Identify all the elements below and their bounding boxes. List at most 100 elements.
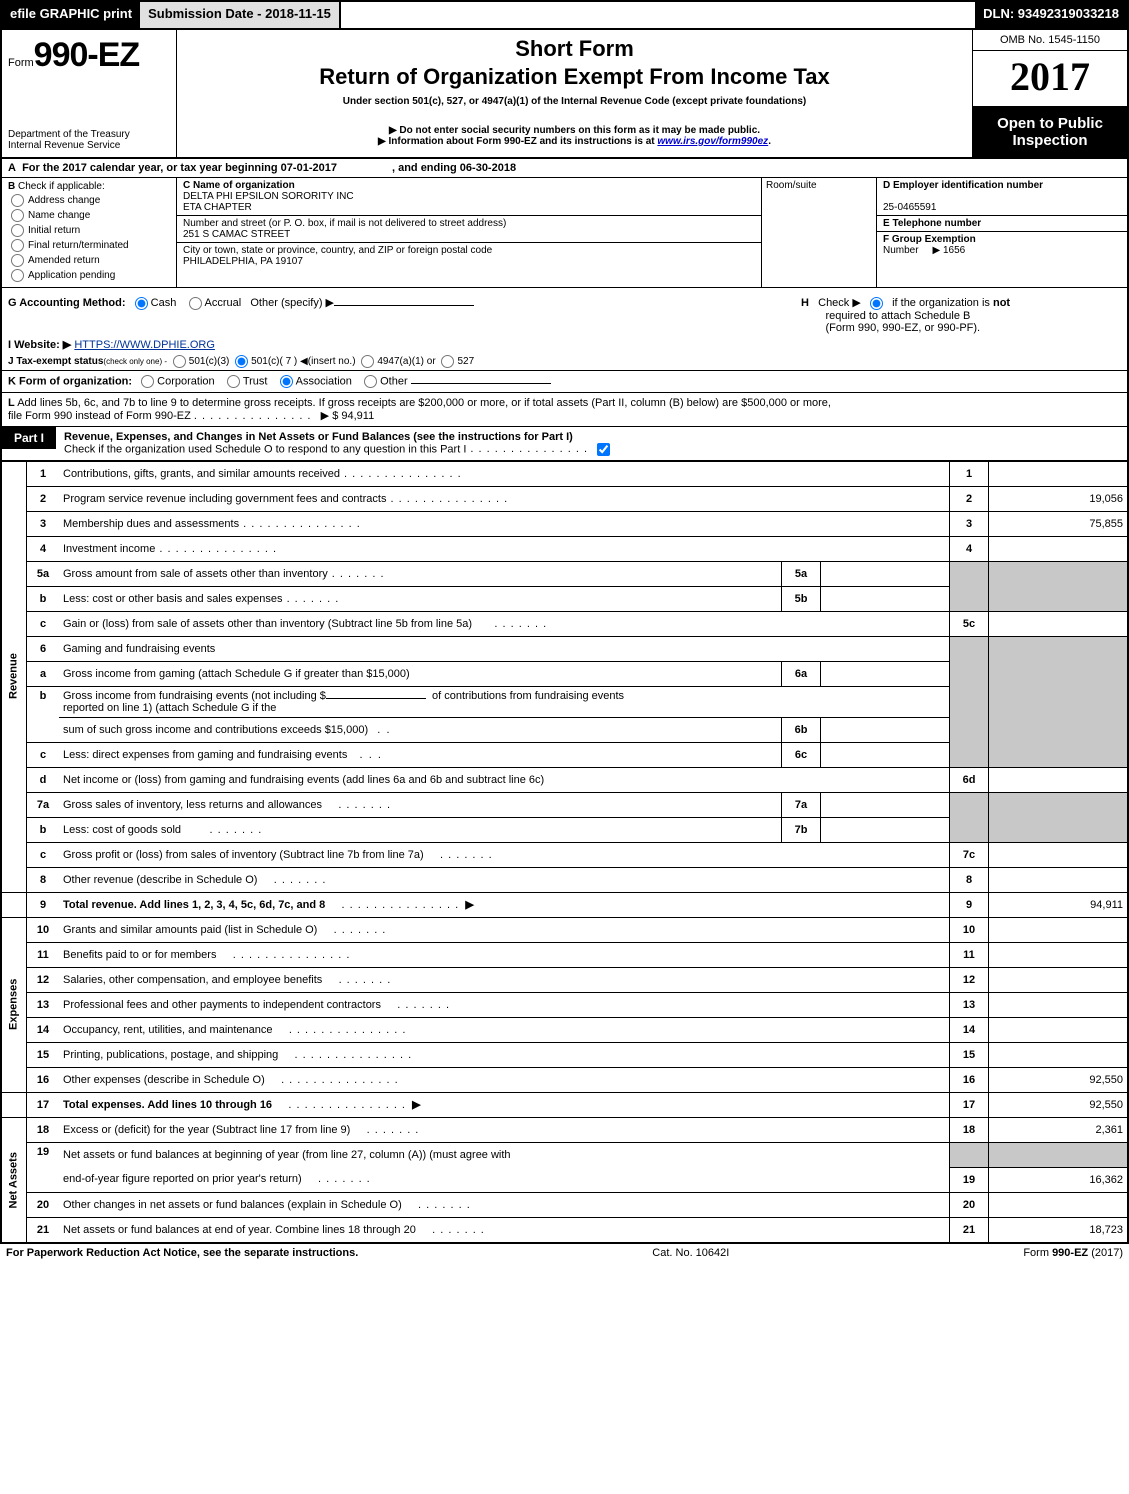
ln-6b: b [27,686,60,742]
opt-application-pending[interactable]: Application pending [8,269,170,282]
l17-text: Total expenses. Add lines 10 through 16 … [59,1092,950,1117]
radio-application-pending[interactable] [11,269,24,282]
ln-21: 21 [27,1217,60,1243]
l5a-sv [821,561,950,586]
info-about-text: ▶ Information about Form 990-EZ and its … [378,136,657,147]
table-row: 6 Gaming and fundraising events [1,636,1128,661]
grey-5 [950,561,989,611]
p1-dots [466,443,588,455]
l-dots [194,410,312,422]
opt-initial-return[interactable]: Initial return [8,224,170,237]
l16-text: Other expenses (describe in Schedule O) [59,1067,950,1092]
l18-amt: 2,361 [989,1117,1129,1142]
table-row: 20 Other changes in net assets or fund b… [1,1192,1128,1217]
l6c-sv [821,742,950,767]
part-1-check-line: Check if the organization used Schedule … [64,443,466,455]
l-text1: Add lines 5b, 6c, and 7b to line 9 to de… [17,397,831,409]
l19-rn: 19 [950,1167,989,1192]
part-1-title-block: Revenue, Expenses, and Changes in Net As… [56,427,621,460]
l7a-text: Gross sales of inventory, less returns a… [59,792,782,817]
k-assoc: Association [296,375,352,387]
l13-rn: 13 [950,992,989,1017]
ln-5c: c [27,611,60,636]
l11-amt [989,942,1129,967]
i-label: I Website: ▶ [8,339,71,351]
tax-year: 2017 [973,51,1127,107]
ln-20: 20 [27,1192,60,1217]
ln-5a: 5a [27,561,60,586]
page-footer: For Paperwork Reduction Act Notice, see … [0,1244,1129,1262]
radio-501c3[interactable] [173,355,186,368]
l5b-sv [821,586,950,611]
radio-final-return[interactable] [11,239,24,252]
radio-corp[interactable] [141,375,154,388]
l6b-blank [326,698,426,699]
l20-amt [989,1192,1129,1217]
l6b-text1: Gross income from fundraising events (no… [59,686,950,717]
radio-initial-return[interactable] [11,224,24,237]
radio-assoc[interactable] [280,375,293,388]
ln-7c: c [27,842,60,867]
l5a-text: Gross amount from sale of assets other t… [59,561,782,586]
checkbox-schedule-o[interactable] [597,443,610,456]
other-label: Other (specify) ▶ [250,297,334,309]
website-link[interactable]: HTTPS://WWW.DPHIE.ORG [74,339,215,351]
header-center: Short Form Return of Organization Exempt… [177,30,972,157]
l8-text: Other revenue (describe in Schedule O) [59,867,950,892]
l3-amt: 75,855 [989,511,1129,536]
l6c-text: Less: direct expenses from gaming and fu… [59,742,782,767]
expenses-side-label: Expenses [1,917,27,1092]
top-bar: efile GRAPHIC print Submission Date - 20… [0,0,1129,28]
l14-text: Occupancy, rent, utilities, and maintena… [59,1017,950,1042]
radio-amended-return[interactable] [11,254,24,267]
block-bcdef: B Check if applicable: Address change Na… [0,178,1129,288]
check-if-label: Check if applicable: [18,181,105,192]
footer-mid: Cat. No. 10642I [652,1247,729,1259]
row-g: G Accounting Method: Cash Accrual Other … [0,288,1129,336]
opt-final-return[interactable]: Final return/terminated [8,239,170,252]
radio-527[interactable] [441,355,454,368]
radio-cash[interactable] [135,297,148,310]
table-row: 13 Professional fees and other payments … [1,992,1128,1017]
other-specify-line [334,305,474,306]
opt-address-change[interactable]: Address change [8,194,170,207]
no-ssn-line: ▶ Do not enter social security numbers o… [187,125,962,136]
ln-3: 3 [27,511,60,536]
radio-h[interactable] [870,297,883,310]
radio-trust[interactable] [227,375,240,388]
org-name-1: DELTA PHI EPSILON SORORITY INC [183,191,354,202]
city-block: City or town, state or province, country… [177,243,761,287]
l11-rn: 11 [950,942,989,967]
org-name-2: ETA CHAPTER [183,202,252,213]
opt-amended-return[interactable]: Amended return [8,254,170,267]
grey-6-amt [989,636,1129,767]
info-link[interactable]: www.irs.gov/form990ez [657,136,768,147]
l-amount: ▶ $ 94,911 [321,410,375,422]
radio-other-org[interactable] [364,375,377,388]
table-row: 14 Occupancy, rent, utilities, and maint… [1,1017,1128,1042]
l7c-amt [989,842,1129,867]
radio-name-change[interactable] [11,209,24,222]
radio-accrual[interactable] [189,297,202,310]
radio-501c[interactable] [235,355,248,368]
table-row: d Net income or (loss) from gaming and f… [1,767,1128,792]
l7a-sn: 7a [782,792,821,817]
table-row: 21 Net assets or fund balances at end of… [1,1217,1128,1243]
radio-4947[interactable] [361,355,374,368]
l21-amt: 18,723 [989,1217,1129,1243]
l10-amt [989,917,1129,942]
table-row: Revenue 1 Contributions, gifts, grants, … [1,461,1128,486]
l-label: L [8,397,15,409]
submission-date: Submission Date - 2018-11-15 [140,2,341,28]
col-def: D Employer identification number 25-0465… [877,178,1127,287]
l19-text2: end-of-year figure reported on prior yea… [59,1167,950,1192]
form-number: 990-EZ [34,36,140,74]
l5a-sn: 5a [782,561,821,586]
opt-name-change[interactable]: Name change [8,209,170,222]
open-public-line2: Inspection [977,132,1123,149]
j-label: J Tax-exempt status [8,356,103,367]
h-text2: required to attach Schedule B [825,310,970,322]
radio-address-change[interactable] [11,194,24,207]
l7b-sn: 7b [782,817,821,842]
org-name-block: C Name of organization DELTA PHI EPSILON… [177,178,761,216]
